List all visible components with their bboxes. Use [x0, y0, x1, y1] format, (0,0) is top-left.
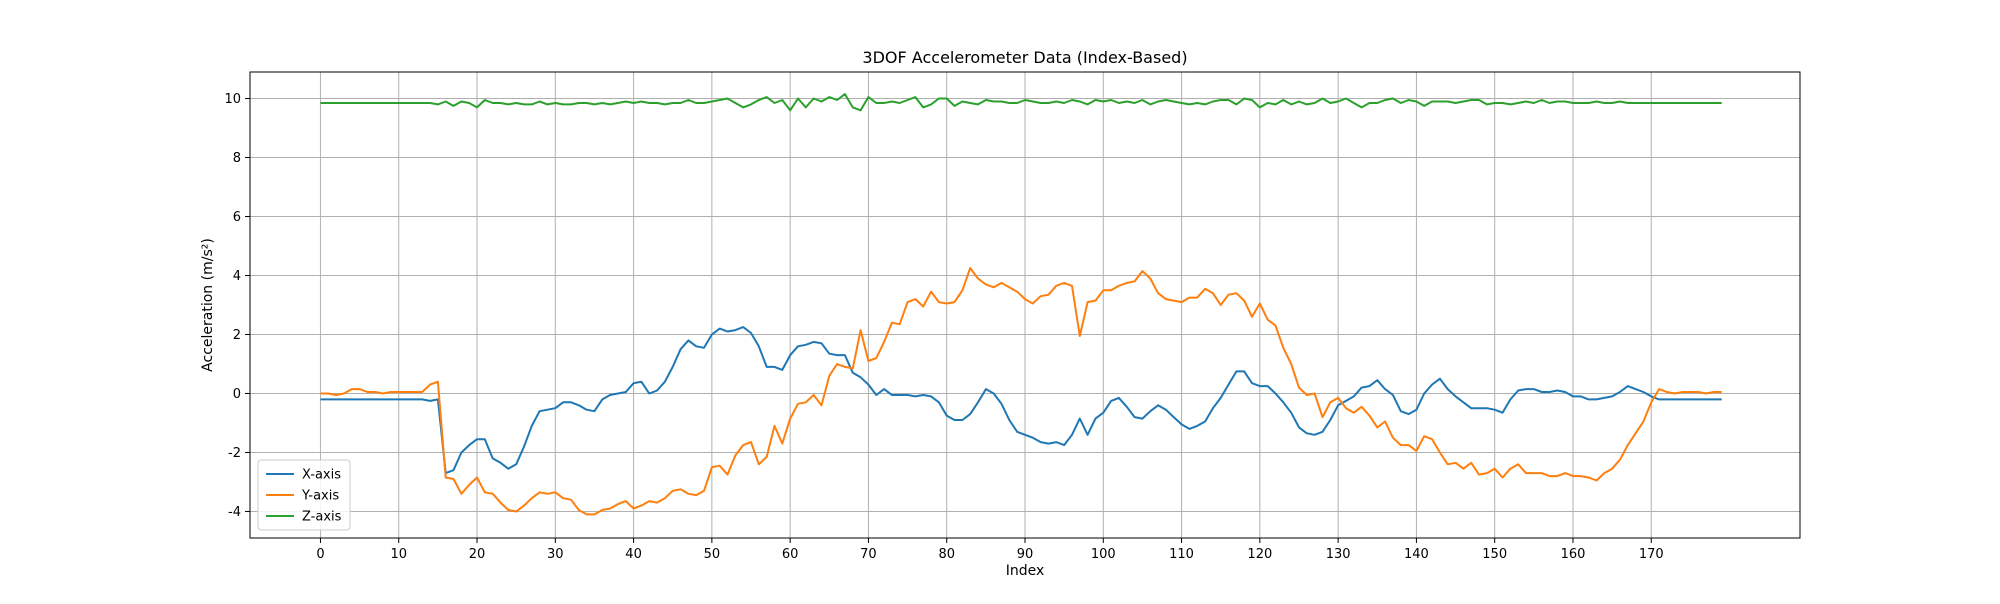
- x-tick-label: 120: [1247, 547, 1272, 562]
- y-tick-label: 10: [224, 92, 241, 107]
- x-tick-label: 60: [782, 547, 799, 562]
- x-tick-label: 50: [704, 547, 721, 562]
- x-axis-ticks: 0 10 20 30 40 50 60 70 80 90 100 110 120 130 140 150 160…: [316, 538, 1664, 562]
- data-series: [320, 93, 1722, 516]
- y-tick-label: -4: [228, 505, 241, 520]
- y-tick-label: -2: [228, 446, 241, 461]
- x-tick-label: 150: [1482, 547, 1507, 562]
- y-tick-label: 8: [233, 151, 241, 166]
- series-line-y-axis: [320, 267, 1722, 516]
- chart-title: 3DOF Accelerometer Data (Index-Based): [862, 48, 1187, 67]
- legend: X-axis Y-axis Z-axis: [257, 459, 351, 531]
- legend-label: Z-axis: [302, 510, 342, 525]
- series-line-x-axis: [320, 326, 1722, 475]
- series-line-z-axis: [320, 93, 1722, 112]
- x-tick-label: 0: [316, 547, 324, 562]
- x-tick-label: 80: [938, 547, 955, 562]
- legend-label: X-axis: [302, 468, 341, 483]
- x-tick-label: 20: [469, 547, 486, 562]
- y-tick-label: 6: [233, 210, 241, 225]
- x-tick-label: 40: [625, 547, 642, 562]
- x-tick-label: 140: [1404, 547, 1429, 562]
- y-tick-label: 2: [233, 328, 241, 343]
- y-tick-label: 4: [233, 269, 241, 284]
- x-axis-label: Index: [1006, 563, 1045, 579]
- grid-lines: [250, 72, 1800, 538]
- x-tick-label: 30: [547, 547, 564, 562]
- x-tick-label: 70: [860, 547, 877, 562]
- x-tick-label: 110: [1169, 547, 1194, 562]
- x-tick-label: 130: [1326, 547, 1351, 562]
- y-tick-label: 0: [233, 387, 241, 402]
- x-tick-label: 90: [1017, 547, 1034, 562]
- y-axis-label: Acceleration (m/s²): [200, 238, 216, 372]
- x-tick-label: 170: [1639, 547, 1664, 562]
- legend-label: Y-axis: [301, 489, 339, 504]
- x-tick-label: 100: [1091, 547, 1116, 562]
- x-tick-label: 160: [1561, 547, 1586, 562]
- legend-box: [257, 459, 351, 531]
- x-tick-label: 10: [390, 547, 407, 562]
- y-axis-ticks: -4 -2 0 2 4 6 8 10: [224, 92, 250, 520]
